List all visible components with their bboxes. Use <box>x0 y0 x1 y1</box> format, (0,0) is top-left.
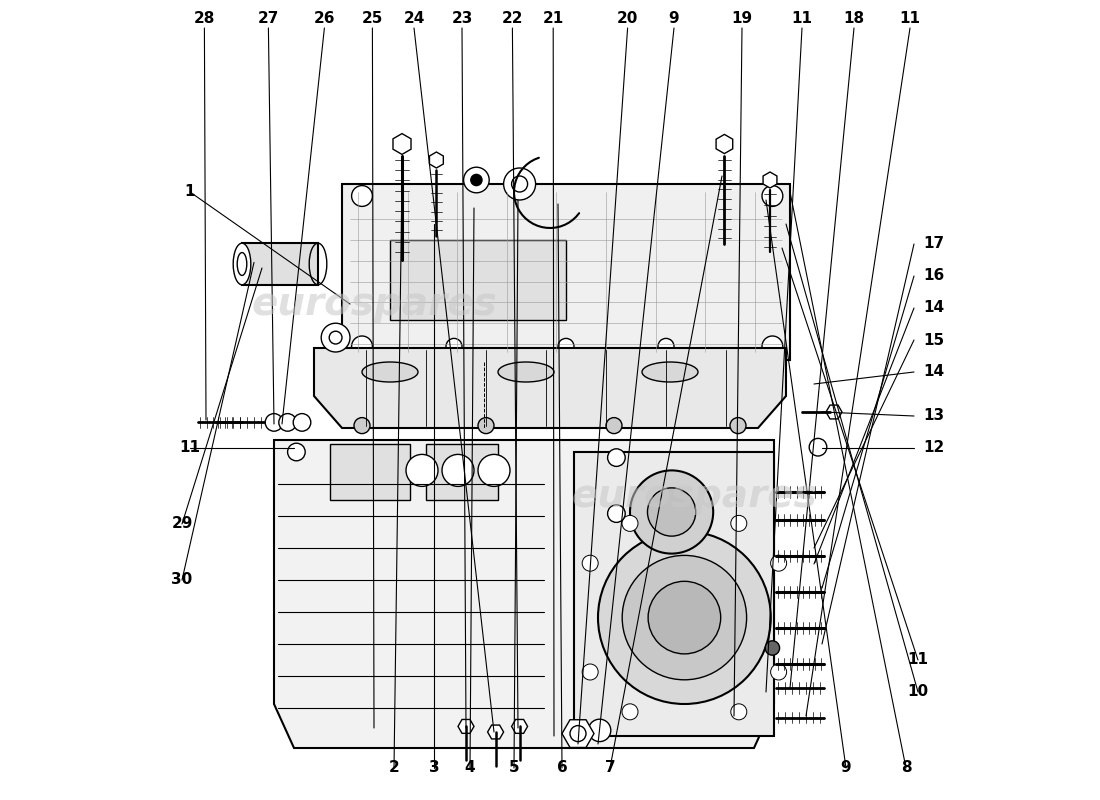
Circle shape <box>762 186 783 206</box>
Circle shape <box>598 531 771 704</box>
Text: 29: 29 <box>172 517 192 531</box>
Text: 9: 9 <box>840 761 851 775</box>
Polygon shape <box>342 184 790 360</box>
Circle shape <box>771 664 786 680</box>
Bar <box>330 444 410 500</box>
Circle shape <box>446 338 462 354</box>
Circle shape <box>582 555 598 571</box>
Circle shape <box>504 168 536 200</box>
Circle shape <box>606 418 621 434</box>
Text: 18: 18 <box>844 11 865 26</box>
Text: 16: 16 <box>924 269 945 283</box>
Circle shape <box>287 443 305 461</box>
Text: 23: 23 <box>451 11 473 26</box>
Circle shape <box>558 338 574 354</box>
Text: 15: 15 <box>924 333 945 347</box>
Text: 11: 11 <box>908 653 928 667</box>
Polygon shape <box>314 348 786 428</box>
Text: 26: 26 <box>314 11 336 26</box>
Circle shape <box>771 555 786 571</box>
Text: eurospares: eurospares <box>571 477 817 515</box>
Text: 9: 9 <box>669 11 680 26</box>
Circle shape <box>354 418 370 434</box>
Text: 14: 14 <box>924 301 945 315</box>
Text: 11: 11 <box>792 11 813 26</box>
Text: 4: 4 <box>464 761 475 775</box>
Circle shape <box>265 414 283 431</box>
Polygon shape <box>562 720 594 747</box>
Circle shape <box>406 454 438 486</box>
Circle shape <box>352 336 373 357</box>
Polygon shape <box>390 240 566 320</box>
Text: 1: 1 <box>185 185 196 199</box>
Polygon shape <box>826 405 842 419</box>
Ellipse shape <box>642 362 698 382</box>
Polygon shape <box>487 725 504 739</box>
Circle shape <box>730 418 746 434</box>
Circle shape <box>623 555 747 680</box>
Text: 25: 25 <box>362 11 383 26</box>
Text: 19: 19 <box>732 11 752 26</box>
Text: 30: 30 <box>172 573 192 587</box>
Text: 2: 2 <box>388 761 399 775</box>
Ellipse shape <box>233 243 251 285</box>
Text: 12: 12 <box>924 441 945 455</box>
Circle shape <box>588 719 610 742</box>
Circle shape <box>442 454 474 486</box>
Circle shape <box>352 186 373 206</box>
Text: 21: 21 <box>542 11 564 26</box>
Circle shape <box>766 641 780 655</box>
Bar <box>242 243 318 285</box>
Polygon shape <box>429 152 443 168</box>
Polygon shape <box>763 172 777 188</box>
Ellipse shape <box>498 362 554 382</box>
Text: 28: 28 <box>194 11 216 26</box>
Circle shape <box>730 515 747 531</box>
Circle shape <box>607 449 625 466</box>
Text: 6: 6 <box>557 761 568 775</box>
Circle shape <box>463 167 490 193</box>
Circle shape <box>607 505 625 522</box>
Text: 11: 11 <box>900 11 921 26</box>
Text: 27: 27 <box>257 11 279 26</box>
Bar <box>426 444 498 500</box>
Circle shape <box>294 414 311 431</box>
Circle shape <box>810 438 827 456</box>
Circle shape <box>471 174 482 186</box>
Text: 24: 24 <box>404 11 425 26</box>
Circle shape <box>478 418 494 434</box>
Circle shape <box>762 336 783 357</box>
Circle shape <box>621 704 638 720</box>
Polygon shape <box>393 134 411 154</box>
Text: 3: 3 <box>429 761 439 775</box>
Polygon shape <box>512 719 528 734</box>
Circle shape <box>621 515 638 531</box>
Circle shape <box>730 704 747 720</box>
Circle shape <box>582 664 598 680</box>
Text: 14: 14 <box>924 365 945 379</box>
Text: 11: 11 <box>179 441 200 455</box>
Circle shape <box>648 488 695 536</box>
Circle shape <box>630 470 713 554</box>
Text: 8: 8 <box>901 761 911 775</box>
Text: 13: 13 <box>924 409 945 423</box>
Circle shape <box>648 582 720 654</box>
Text: 20: 20 <box>617 11 638 26</box>
Circle shape <box>658 338 674 354</box>
Circle shape <box>478 454 510 486</box>
Text: 7: 7 <box>605 761 615 775</box>
Polygon shape <box>716 134 733 154</box>
Text: eurospares: eurospares <box>251 285 497 323</box>
Text: 22: 22 <box>502 11 524 26</box>
Text: 10: 10 <box>908 685 928 699</box>
Circle shape <box>278 414 296 431</box>
Polygon shape <box>274 440 774 748</box>
Ellipse shape <box>362 362 418 382</box>
Circle shape <box>321 323 350 352</box>
Polygon shape <box>574 452 774 736</box>
Text: 17: 17 <box>924 237 945 251</box>
Polygon shape <box>458 719 474 734</box>
Text: 5: 5 <box>508 761 519 775</box>
